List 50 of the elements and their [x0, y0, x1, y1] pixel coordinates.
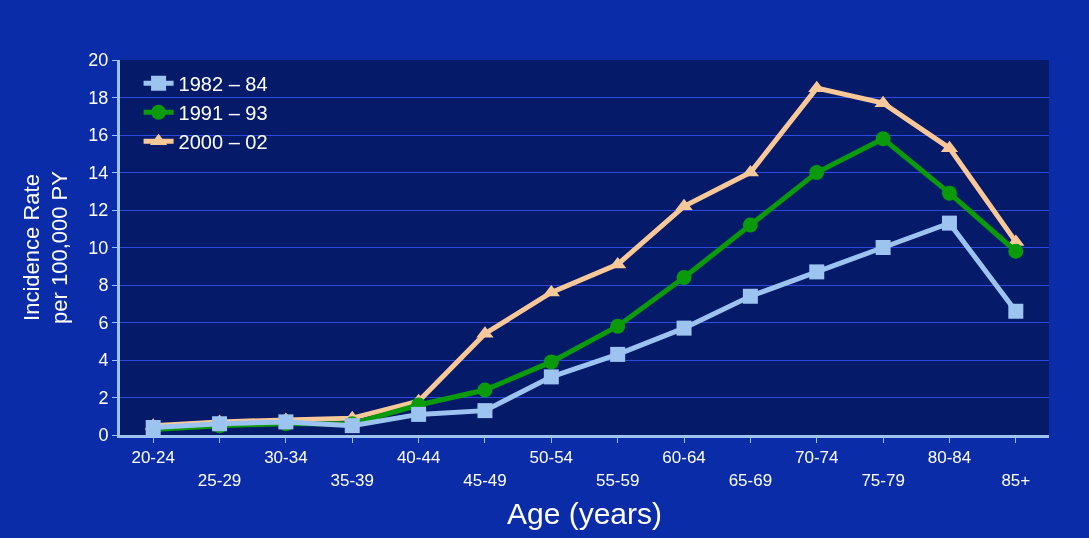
- legend-label: 1982 – 84: [178, 73, 268, 96]
- x-tick-label: 40-44: [396, 448, 441, 468]
- y-tick-label: 6: [98, 312, 109, 333]
- x-tick-label: 45-49: [463, 470, 507, 490]
- x-tick-label: 65-69: [728, 470, 773, 490]
- point: [875, 131, 891, 147]
- point: [543, 369, 559, 385]
- point: [676, 270, 692, 285]
- point: [809, 165, 825, 180]
- legend-label: 1991 – 93: [178, 102, 268, 125]
- point: [411, 406, 427, 422]
- point: [941, 215, 957, 231]
- x-tick-label: 75-79: [861, 470, 905, 490]
- point: [610, 346, 626, 362]
- x-axis-title: Age (years): [506, 497, 663, 530]
- point: [1008, 243, 1024, 259]
- y-tick-label: 2: [98, 387, 109, 408]
- y-tick-label: 18: [88, 87, 109, 108]
- y-tick-label: 8: [98, 275, 109, 296]
- point: [609, 256, 627, 269]
- y-tick-label: 20: [88, 50, 109, 71]
- x-tick-label: 80-84: [927, 448, 972, 468]
- y-axis-title: Incidence Rate per 100,000 PY: [18, 170, 73, 324]
- point: [809, 264, 825, 280]
- y-tick-label: 14: [88, 162, 109, 183]
- x-tick-label: 55-59: [595, 470, 640, 490]
- point: [742, 217, 758, 233]
- point: [477, 382, 493, 398]
- x-tick-label: 60-64: [662, 448, 706, 468]
- point: [610, 318, 626, 334]
- y-tick-label: 4: [98, 350, 109, 371]
- x-tick-label: 30-34: [264, 448, 308, 468]
- point: [477, 403, 493, 419]
- y-tick-label: 10: [88, 237, 109, 258]
- y-tick-label: 0: [98, 425, 109, 446]
- x-tick-label: 25-29: [197, 470, 242, 490]
- x-tick-label: 70-74: [795, 448, 839, 468]
- point: [676, 320, 692, 336]
- x-tick-label: 85+: [1001, 470, 1031, 490]
- point: [742, 288, 758, 304]
- point: [875, 240, 891, 255]
- y-tick-label: 12: [88, 200, 109, 221]
- legend-label: 2000 – 02: [178, 131, 268, 154]
- x-tick-label: 35-39: [330, 470, 374, 490]
- point: [1008, 303, 1024, 319]
- x-tick-label: 20-24: [131, 448, 175, 468]
- point: [941, 185, 957, 201]
- point: [543, 354, 559, 370]
- x-tick-label: 50-54: [529, 448, 574, 468]
- y-tick-label: 16: [88, 125, 109, 146]
